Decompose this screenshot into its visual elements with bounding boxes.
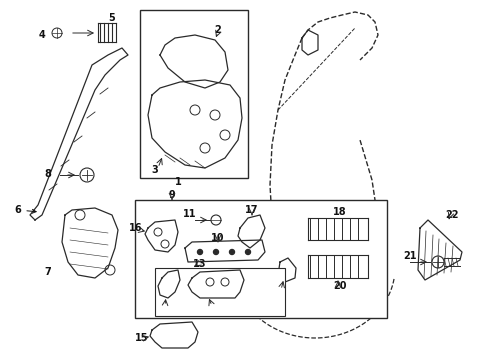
Bar	[155, 268, 285, 316]
Text: 1: 1	[174, 177, 181, 187]
Text: 2: 2	[215, 25, 221, 35]
Bar	[140, 10, 248, 178]
Text: 17: 17	[245, 205, 259, 215]
Circle shape	[229, 249, 235, 255]
Text: 20: 20	[333, 281, 347, 291]
Circle shape	[214, 249, 219, 255]
Circle shape	[197, 249, 202, 255]
Text: 7: 7	[45, 267, 51, 277]
Text: 15: 15	[135, 333, 149, 343]
Text: 8: 8	[45, 169, 51, 179]
Text: 9: 9	[169, 190, 175, 200]
Text: 16: 16	[129, 223, 143, 233]
Text: 22: 22	[445, 210, 459, 220]
Text: 3: 3	[151, 165, 158, 175]
Text: 14: 14	[207, 303, 221, 313]
Text: 10: 10	[211, 233, 225, 243]
Circle shape	[245, 249, 250, 255]
Text: 6: 6	[15, 205, 36, 215]
Text: 4: 4	[39, 30, 46, 40]
Text: 18: 18	[333, 207, 347, 217]
Bar	[135, 200, 387, 318]
Text: 21: 21	[403, 251, 417, 261]
Text: 5: 5	[109, 13, 115, 23]
Text: 11: 11	[183, 209, 197, 219]
Text: 13: 13	[193, 259, 207, 269]
Text: 12: 12	[157, 303, 171, 313]
Text: 19: 19	[273, 287, 287, 297]
